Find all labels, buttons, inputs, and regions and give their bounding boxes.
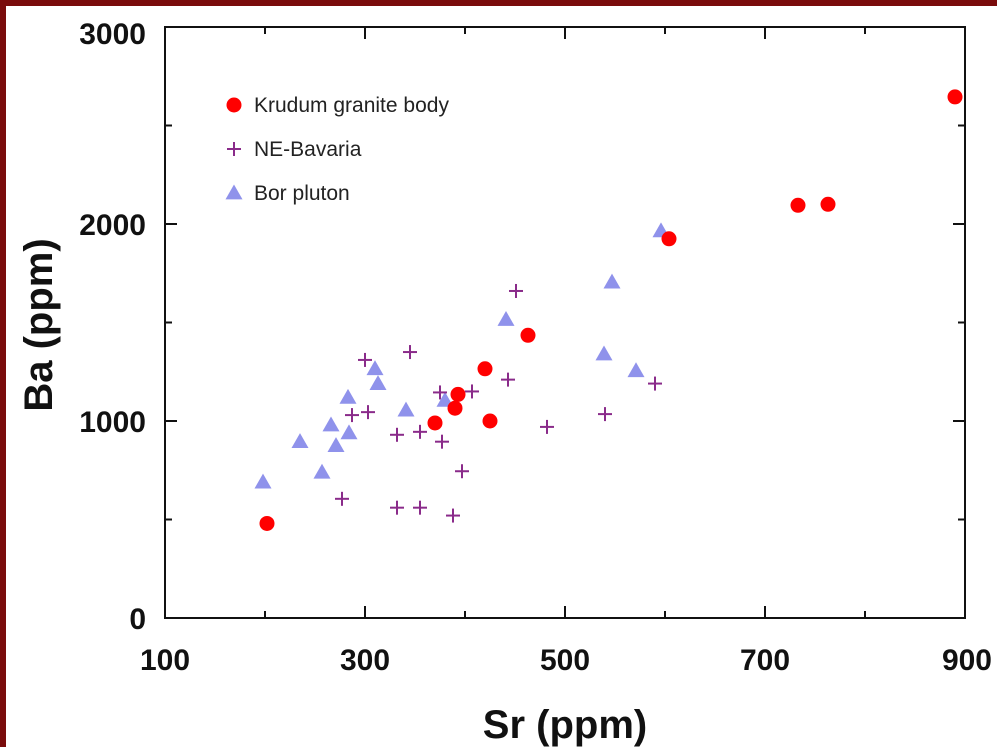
x-tick-labels: 100 300 500 700 900 (140, 644, 992, 677)
krudum-point (447, 400, 463, 416)
legend-marker (227, 142, 241, 156)
bor-point (313, 463, 331, 479)
legend-marker (226, 97, 242, 113)
y-tick-label: 0 (129, 603, 146, 636)
plot-area (164, 26, 966, 619)
data-points (254, 89, 963, 531)
bavaria-point (345, 408, 359, 423)
legend-label: NE-Bavaria (254, 138, 362, 161)
legend-label: Bor pluton (254, 182, 350, 205)
bor-point (366, 360, 384, 376)
y-axis-title: Ba (ppm) (17, 238, 61, 411)
x-tick-label: 100 (140, 644, 190, 677)
bor-point (369, 375, 387, 390)
legend-item-3: Bor pluton (225, 182, 350, 205)
krudum-point (477, 361, 493, 377)
legend-marker (225, 184, 243, 200)
bor-point (340, 424, 358, 440)
bavaria-point (509, 283, 523, 298)
bavaria-point (358, 352, 372, 367)
axis-ticks (164, 26, 966, 619)
bavaria-point (413, 500, 427, 515)
legend-item-2: NE-Bavaria (227, 138, 362, 161)
bor-point (603, 273, 621, 289)
bor-point (254, 473, 272, 489)
krudum-point (520, 327, 536, 343)
krudum-point (820, 196, 836, 212)
krudum-point (790, 197, 806, 213)
bavaria-point (540, 419, 554, 434)
bavaria-point (455, 464, 469, 479)
krudum-point (427, 415, 443, 431)
bor-point (436, 391, 454, 407)
bor-point (291, 433, 309, 449)
bor-point (497, 311, 515, 326)
bor-point (595, 345, 613, 361)
bavaria-point (433, 385, 447, 400)
bor-point (322, 416, 340, 432)
bavaria-point (335, 491, 349, 506)
bavaria-point (501, 372, 515, 387)
bavaria-point (648, 376, 662, 391)
y-tick-label: 1000 (79, 406, 146, 439)
legend-item-1: Krudum granite body (226, 94, 449, 117)
bavaria-point (413, 424, 427, 439)
bavaria-point (598, 407, 612, 422)
bor-point (339, 388, 357, 404)
bor-point (327, 437, 345, 452)
bavaria-point (390, 427, 404, 442)
legend-label: Krudum granite body (254, 94, 449, 117)
x-tick-label: 700 (740, 644, 790, 677)
x-axis-title: Sr (ppm) (483, 703, 647, 747)
bavaria-point (446, 508, 460, 523)
bavaria-point (465, 384, 479, 399)
krudum-point (259, 515, 275, 531)
bavaria-point (361, 405, 375, 420)
x-tick-label: 500 (540, 644, 590, 677)
legend: Krudum granite body NE-Bavaria Bor pluton (225, 94, 449, 205)
y-tick-labels: 0 1000 2000 3000 (79, 18, 146, 636)
x-tick-label: 900 (942, 644, 992, 677)
bor-point (627, 362, 645, 378)
krudum-point (661, 231, 677, 247)
krudum-point (947, 89, 963, 105)
bavaria-point (390, 500, 404, 515)
bor-point (397, 401, 415, 417)
krudum-point (482, 413, 498, 429)
bavaria-point (403, 345, 417, 360)
x-tick-label: 300 (340, 644, 390, 677)
krudum-point (450, 386, 466, 402)
y-tick-label: 2000 (79, 209, 146, 242)
bavaria-point (435, 434, 449, 449)
y-tick-label: 3000 (79, 18, 146, 51)
